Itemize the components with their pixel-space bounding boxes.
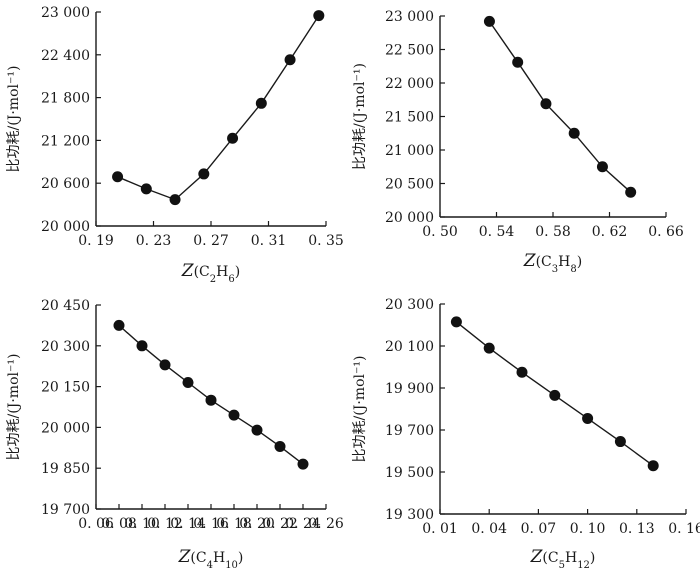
x-tick-label: 0. 27 <box>193 233 229 249</box>
y-tick-label: 19 700 <box>41 502 90 518</box>
y-tick-label: 20 300 <box>385 297 434 313</box>
x-tick-label: 0. 35 <box>308 233 344 249</box>
data-point <box>112 171 124 183</box>
y-tick-label: 19 700 <box>385 423 434 439</box>
data-point <box>297 458 309 470</box>
y-tick-label: 21 500 <box>385 110 434 126</box>
data-point <box>205 394 217 406</box>
y-tick-label: 23 000 <box>41 5 90 21</box>
data-point <box>140 183 152 195</box>
x-tick-label: 0. 22 <box>262 516 298 532</box>
chart-panel-c4h10: 19 700 19 850 20 000 20 150 20 300 20 450 0. 0… <box>6 298 344 571</box>
data-point <box>614 436 626 448</box>
x-tick-label: 0. 26 <box>308 516 344 532</box>
x-tick-label: 0. 16 <box>193 516 229 532</box>
y-tick-label: 21 200 <box>41 133 90 149</box>
y-tick-label: 19 500 <box>385 465 434 481</box>
data-point <box>169 194 181 206</box>
data-point <box>516 366 528 378</box>
chart-panel-c3h8: 20 000 20 500 21 000 21 500 22 000 22 500 23 0… <box>352 9 684 275</box>
data-point <box>512 56 524 68</box>
y-tick-label: 19 900 <box>385 381 434 397</box>
x-tick-label: 0. 16 <box>668 521 700 537</box>
x-tick-label: 0. 08 <box>101 516 137 532</box>
data-point <box>198 168 210 180</box>
y-tick-label: 19 300 <box>385 507 434 523</box>
data-point <box>284 54 296 66</box>
x-tick-label: 0. 62 <box>592 224 628 240</box>
y-tick-label: 20 100 <box>385 339 434 355</box>
y-tick-label: 22 400 <box>41 48 90 64</box>
chart-panel-c5h12: 19 300 19 500 19 700 19 900 20 100 20 300 0. 0… <box>352 297 700 571</box>
x-tick-label: 0. 06 <box>78 516 114 532</box>
x-tick-label: 0. 54 <box>479 224 515 240</box>
y-tick-label: 22 500 <box>385 43 434 59</box>
y-axis-title: 比功耗/(J·mol⁻¹) <box>352 63 368 170</box>
y-tick-label: 20 000 <box>41 420 90 436</box>
y-tick-label: 20 600 <box>41 176 90 192</box>
x-axis-title: Z(C2H6) <box>181 261 240 285</box>
y-tick-label: 20 300 <box>41 339 90 355</box>
x-axis-title: Z(C4H10) <box>178 547 244 571</box>
data-point <box>255 97 267 109</box>
y-tick-label: 20 500 <box>385 177 434 193</box>
data-point <box>113 319 125 331</box>
x-tick-label: 0. 12 <box>147 516 183 532</box>
data-point <box>540 98 552 110</box>
data-point <box>159 359 171 371</box>
data-point <box>136 340 148 352</box>
y-axis-title: 比功耗/(J·mol⁻¹) <box>6 354 22 461</box>
data-point <box>228 409 240 421</box>
data-point <box>582 412 594 424</box>
x-tick-label: 0. 66 <box>648 224 684 240</box>
x-tick-label: 0. 07 <box>521 521 557 537</box>
data-point <box>450 316 462 328</box>
y-axis-title: 比功耗/(J·mol⁻¹) <box>6 66 22 173</box>
data-point <box>182 377 194 389</box>
data-point <box>227 132 239 144</box>
x-tick-label: 0. 10 <box>124 516 160 532</box>
x-tick-label: 0. 10 <box>570 521 606 537</box>
x-tick-label: 0. 50 <box>422 224 458 240</box>
data-point <box>625 186 637 198</box>
data-point <box>274 440 286 452</box>
y-tick-label: 19 850 <box>41 461 90 477</box>
x-axis-title: Z(C5H12) <box>530 547 596 571</box>
x-tick-label: 0. 23 <box>136 233 172 249</box>
y-tick-label: 22 000 <box>385 76 434 92</box>
y-tick-label: 21 800 <box>41 91 90 107</box>
series-line <box>488 21 632 193</box>
x-tick-label: 0. 19 <box>78 233 114 249</box>
data-point <box>596 161 608 173</box>
x-tick-label: 0. 18 <box>216 516 252 532</box>
y-tick-label: 20 000 <box>41 219 90 235</box>
x-tick-label: 0. 20 <box>239 516 275 532</box>
x-tick-label: 0. 24 <box>285 516 321 532</box>
x-tick-label: 0. 01 <box>422 521 458 537</box>
y-tick-label: 20 000 <box>385 210 434 226</box>
x-axis-title: Z(C3H8) <box>523 251 582 275</box>
x-tick-label: 0. 04 <box>471 521 507 537</box>
x-tick-label: 0. 13 <box>619 521 655 537</box>
x-tick-label: 0. 14 <box>170 516 206 532</box>
x-tick-label: 0. 58 <box>535 224 571 240</box>
y-tick-label: 20 150 <box>41 380 90 396</box>
chart-panel-c2h6: 20 000 20 600 21 200 21 800 22 400 23 000 0. 1… <box>6 5 344 285</box>
data-point <box>483 15 495 27</box>
y-tick-label: 23 000 <box>385 9 434 25</box>
data-point <box>313 10 325 22</box>
y-axis-title: 比功耗/(J·mol⁻¹) <box>352 356 368 463</box>
x-tick-label: 0. 31 <box>251 233 287 249</box>
data-point <box>647 460 659 472</box>
data-point <box>568 127 580 139</box>
series-line <box>117 15 320 201</box>
y-tick-label: 20 450 <box>41 298 90 314</box>
data-point <box>251 424 263 436</box>
data-point <box>483 342 495 354</box>
data-point <box>549 389 561 401</box>
y-tick-label: 21 000 <box>385 143 434 159</box>
